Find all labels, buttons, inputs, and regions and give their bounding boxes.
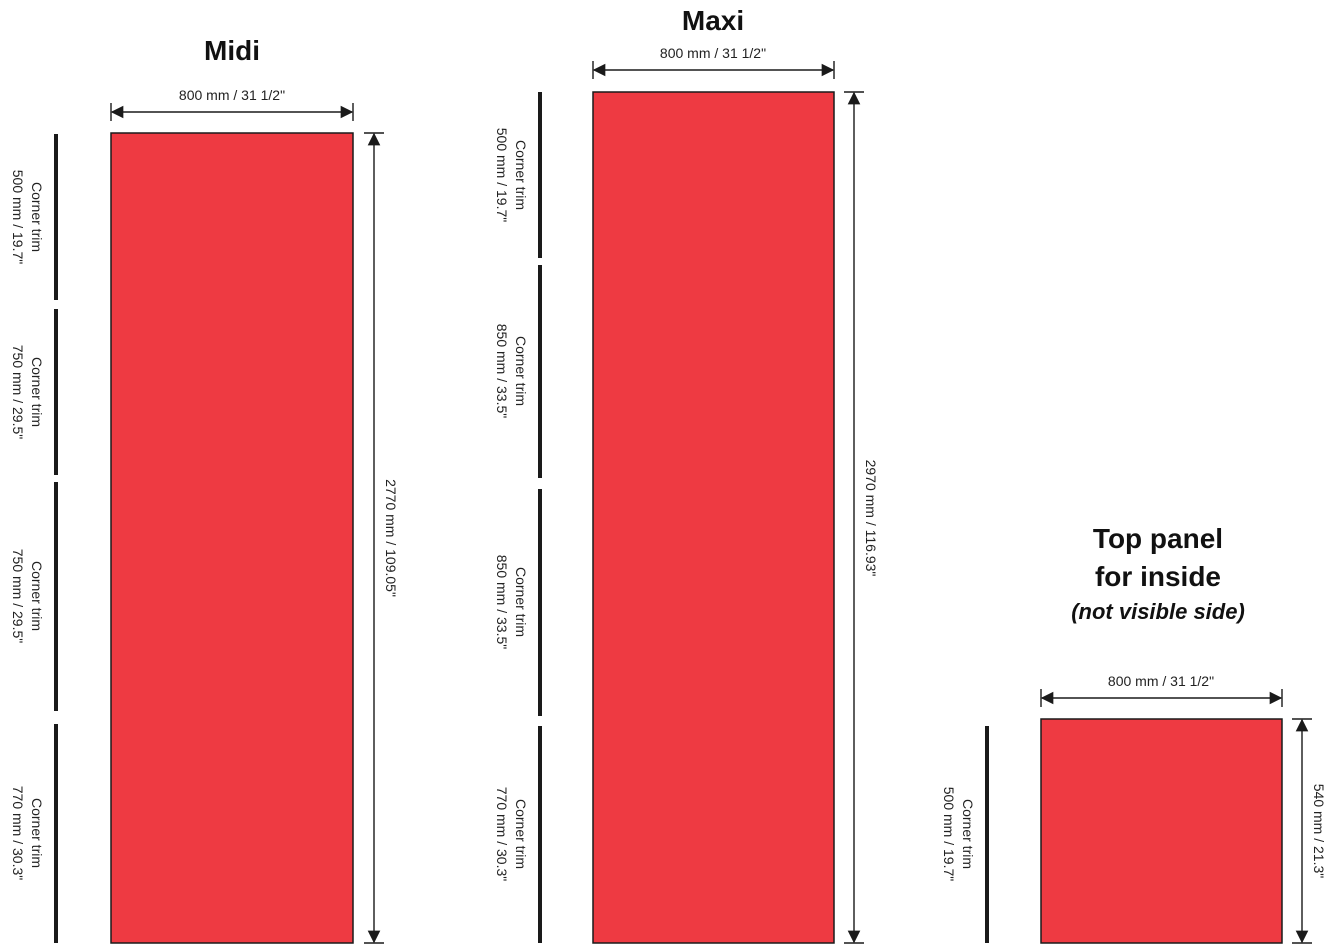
maxi-trim-size-1: 500 mm / 19.7" bbox=[494, 128, 510, 222]
midi-width-label: 800 mm / 31 1/2" bbox=[179, 87, 285, 103]
maxi-title: Maxi bbox=[682, 5, 744, 36]
midi-trim-label-3: Corner trim bbox=[29, 561, 45, 631]
top-panel-panel bbox=[1040, 718, 1283, 944]
maxi-trim-size-2: 850 mm / 33.5" bbox=[494, 324, 510, 418]
midi-title: Midi bbox=[204, 35, 260, 66]
top-panel-subtitle: (not visible side) bbox=[1071, 599, 1245, 624]
top-panel-title-line2: for inside bbox=[1095, 561, 1221, 592]
maxi-trim-label-3: Corner trim bbox=[513, 567, 529, 637]
maxi-trim-size-4: 770 mm / 30.3" bbox=[494, 787, 510, 881]
maxi-trim-label-1: Corner trim bbox=[513, 140, 529, 210]
maxi-height-label: 2970 mm / 116.93" bbox=[863, 460, 879, 577]
maxi-panel bbox=[592, 91, 835, 944]
midi-trim-label-2: Corner trim bbox=[29, 357, 45, 427]
maxi-width-label: 800 mm / 31 1/2" bbox=[660, 45, 766, 61]
top-panel-width-label: 800 mm / 31 1/2" bbox=[1108, 673, 1214, 689]
midi-trim-size-2: 750 mm / 29.5" bbox=[10, 345, 26, 439]
maxi-trim-label-4: Corner trim bbox=[513, 799, 529, 869]
top-panel-title-line1: Top panel bbox=[1093, 523, 1223, 554]
midi-group: Midi 800 mm / 31 1/2" 2770 mm / 109.05" … bbox=[10, 35, 399, 944]
maxi-group: Maxi 800 mm / 31 1/2" 2970 mm / 116.93" … bbox=[494, 5, 879, 944]
midi-trim-label-1: Corner trim bbox=[29, 182, 45, 252]
top-panel-group: Top panel for inside (not visible side) … bbox=[941, 523, 1327, 944]
midi-trim-size-1: 500 mm / 19.7" bbox=[10, 170, 26, 264]
maxi-trim-label-2: Corner trim bbox=[513, 336, 529, 406]
midi-height-label: 2770 mm / 109.05" bbox=[383, 479, 399, 597]
midi-trim-label-4: Corner trim bbox=[29, 798, 45, 868]
top-panel-trim-label-1: Corner trim bbox=[960, 799, 976, 869]
midi-panel bbox=[110, 132, 354, 944]
top-panel-trim-size-1: 500 mm / 19.7" bbox=[941, 787, 957, 881]
maxi-trim-size-3: 850 mm / 33.5" bbox=[494, 555, 510, 649]
top-panel-height-label: 540 mm / 21.3" bbox=[1311, 784, 1327, 878]
midi-trim-size-4: 770 mm / 30.3" bbox=[10, 786, 26, 880]
midi-trim-size-3: 750 mm / 29.5" bbox=[10, 549, 26, 643]
